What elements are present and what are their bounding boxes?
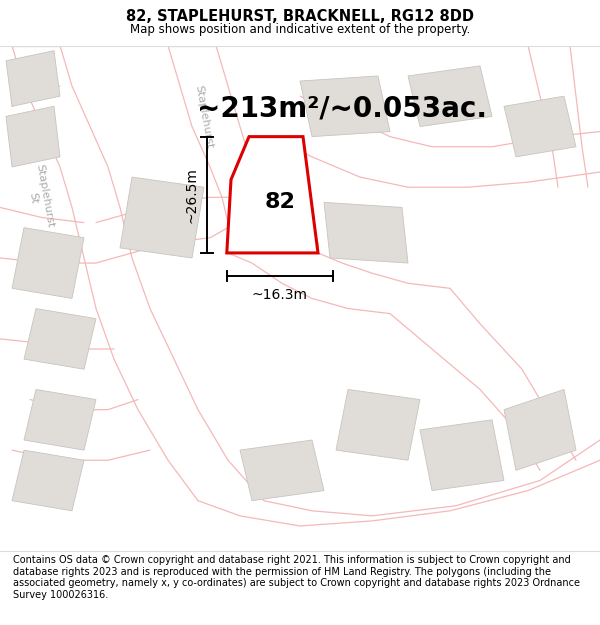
Polygon shape bbox=[24, 389, 96, 450]
Polygon shape bbox=[6, 51, 60, 106]
Polygon shape bbox=[300, 76, 390, 137]
Polygon shape bbox=[408, 66, 492, 126]
Polygon shape bbox=[504, 389, 576, 471]
Polygon shape bbox=[12, 450, 84, 511]
Polygon shape bbox=[336, 389, 420, 460]
Text: ~26.5m: ~26.5m bbox=[185, 167, 199, 222]
Polygon shape bbox=[420, 420, 504, 491]
Polygon shape bbox=[6, 106, 60, 167]
Polygon shape bbox=[240, 440, 324, 501]
Text: 82: 82 bbox=[265, 192, 296, 212]
Polygon shape bbox=[504, 96, 576, 157]
Text: Staplehurst
St: Staplehurst St bbox=[23, 164, 55, 231]
Polygon shape bbox=[324, 202, 408, 263]
Text: 82, STAPLEHURST, BRACKNELL, RG12 8DD: 82, STAPLEHURST, BRACKNELL, RG12 8DD bbox=[126, 9, 474, 24]
Text: ~213m²/~0.053ac.: ~213m²/~0.053ac. bbox=[197, 95, 487, 123]
Text: ~16.3m: ~16.3m bbox=[252, 288, 308, 302]
Text: Map shows position and indicative extent of the property.: Map shows position and indicative extent… bbox=[130, 24, 470, 36]
Text: Contains OS data © Crown copyright and database right 2021. This information is : Contains OS data © Crown copyright and d… bbox=[13, 555, 580, 600]
Polygon shape bbox=[227, 137, 318, 253]
Text: Staplehurst: Staplehurst bbox=[193, 84, 215, 149]
Polygon shape bbox=[24, 309, 96, 369]
Polygon shape bbox=[12, 228, 84, 298]
Polygon shape bbox=[120, 177, 204, 258]
